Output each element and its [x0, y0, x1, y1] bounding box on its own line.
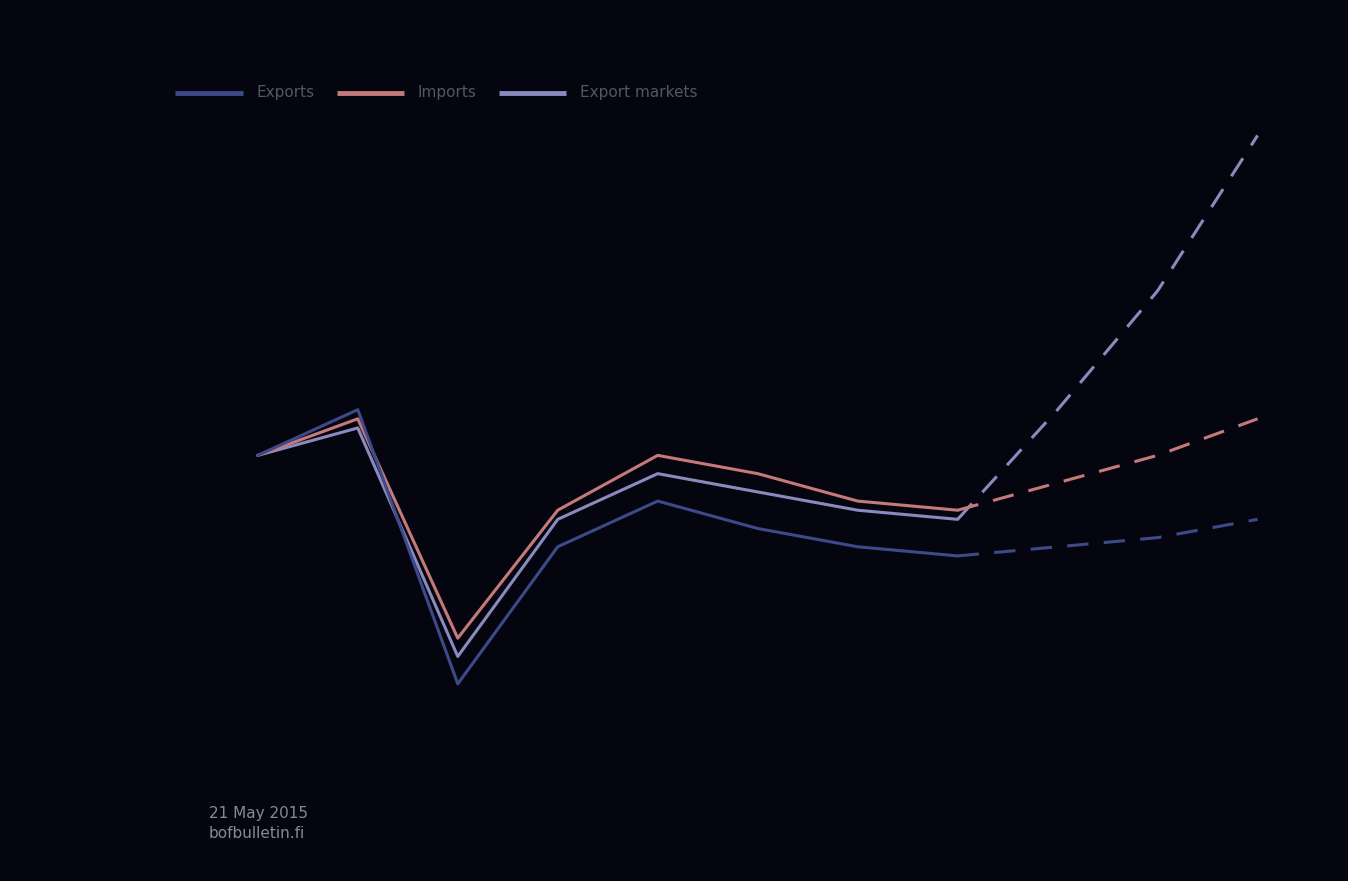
Text: bofbulletin.fi: bofbulletin.fi: [209, 826, 305, 841]
Text: Export markets: Export markets: [580, 85, 697, 100]
Text: Exports: Exports: [256, 85, 314, 100]
Text: 21 May 2015: 21 May 2015: [209, 806, 307, 821]
Text: Imports: Imports: [418, 85, 477, 100]
